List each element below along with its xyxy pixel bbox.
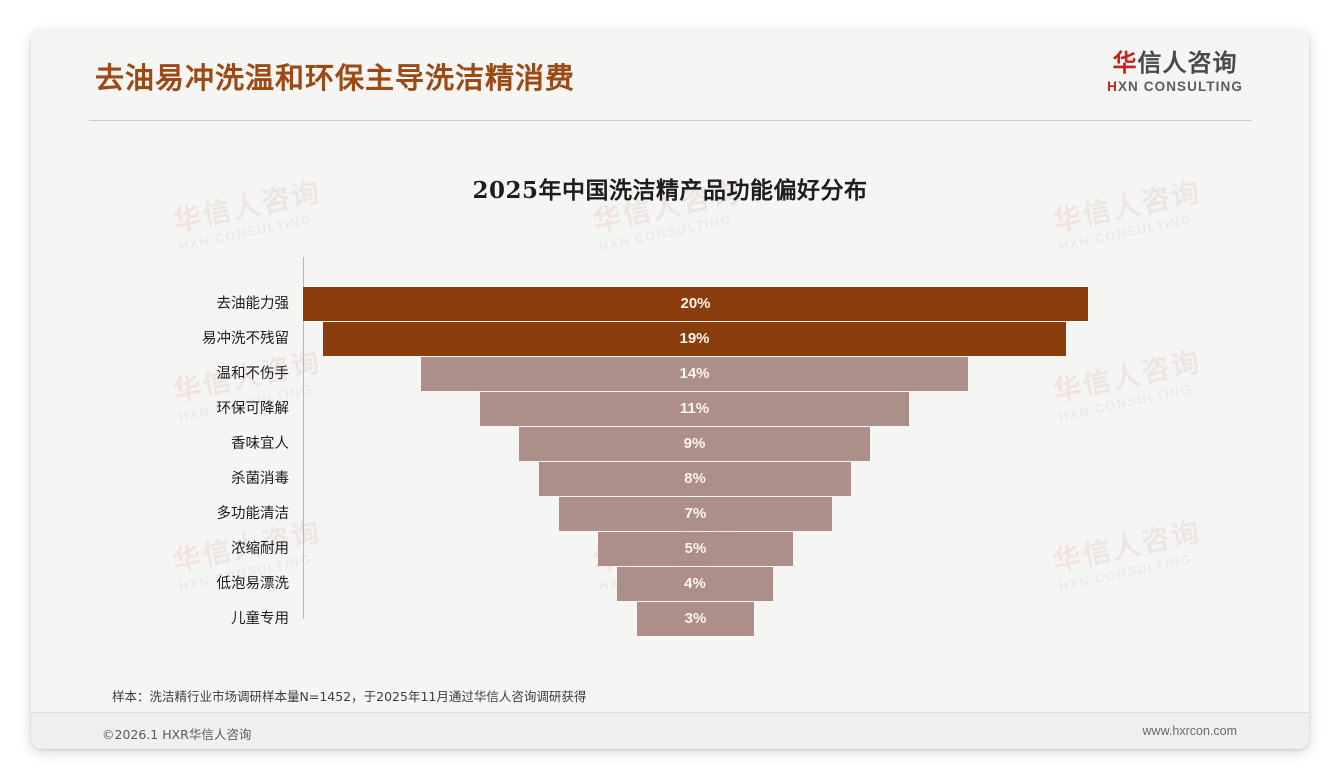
funnel-row: 去油能力强 20% xyxy=(31,287,1309,321)
copyright-text: ©2026.1 HXR华信人咨询 xyxy=(102,727,252,742)
funnel-chart: 去油能力强 20% 易冲洗不残留 19% 温和不伤手 14% 环保可降解 11% 香味宜人 9% 杀… xyxy=(31,31,1309,749)
category-label: 浓缩耐用 xyxy=(231,541,289,557)
funnel-row: 多功能清洁 7% xyxy=(31,497,1309,531)
funnel-bar[interactable]: 19% xyxy=(323,322,1066,356)
funnel-bar[interactable]: 8% xyxy=(539,462,851,496)
logo-chinese-text: 华信人咨询 xyxy=(1112,49,1238,77)
bar-value-label: 3% xyxy=(684,610,707,627)
funnel-row: 易冲洗不残留 19% xyxy=(31,322,1309,356)
logo-english-text: HXN CONSULTING xyxy=(1107,79,1243,94)
bar-value-label: 14% xyxy=(679,365,710,382)
funnel-row: 环保可降解 11% xyxy=(31,392,1309,426)
funnel-row: 浓缩耐用 5% xyxy=(31,532,1309,566)
slide-footer: ©2026.1 HXR华信人咨询 www.hxrcon.com xyxy=(31,713,1309,749)
funnel-bar[interactable]: 4% xyxy=(617,567,773,601)
bar-value-label: 20% xyxy=(680,295,711,312)
bar-value-label: 4% xyxy=(684,575,706,592)
category-label: 去油能力强 xyxy=(216,296,290,312)
funnel-row: 杀菌消毒 8% xyxy=(31,462,1309,496)
category-label: 低泡易漂洗 xyxy=(216,576,290,592)
category-label: 杀菌消毒 xyxy=(231,471,289,487)
bar-value-label: 8% xyxy=(684,470,706,487)
header-divider xyxy=(89,120,1251,121)
bar-value-label: 7% xyxy=(684,505,707,522)
bar-value-label: 19% xyxy=(679,330,710,347)
funnel-bar[interactable]: 9% xyxy=(519,427,870,461)
category-axis-line xyxy=(303,257,304,619)
page-title: 去油易冲洗温和环保主导洗洁精消费 xyxy=(95,61,576,95)
bar-value-label: 11% xyxy=(679,400,710,417)
funnel-bar[interactable]: 5% xyxy=(598,532,793,566)
category-label: 香味宜人 xyxy=(231,436,289,452)
funnel-bar[interactable]: 3% xyxy=(637,602,754,636)
category-label: 环保可降解 xyxy=(216,401,290,417)
funnel-row: 温和不伤手 14% xyxy=(31,357,1309,391)
funnel-row: 儿童专用 3% xyxy=(31,602,1309,636)
slide-header: 去油易冲洗温和环保主导洗洁精消费 华信人咨询 HXN CONSULTING xyxy=(31,31,1309,121)
funnel-bar[interactable]: 20% xyxy=(303,287,1088,321)
website-link[interactable]: www.hxrcon.com xyxy=(1142,724,1237,738)
funnel-row: 低泡易漂洗 4% xyxy=(31,567,1309,601)
funnel-bar[interactable]: 11% xyxy=(480,392,909,426)
source-note: 样本：洗洁精行业市场调研样本量N=1452，于2025年11月通过华信人咨询调研… xyxy=(112,689,587,704)
bar-value-label: 9% xyxy=(683,435,706,452)
category-label: 温和不伤手 xyxy=(216,366,290,382)
funnel-bar[interactable]: 7% xyxy=(559,497,832,531)
category-label: 多功能清洁 xyxy=(216,506,290,522)
category-label: 易冲洗不残留 xyxy=(202,331,289,347)
category-label: 儿童专用 xyxy=(231,611,289,627)
bar-value-label: 5% xyxy=(684,540,707,557)
chart-title: 2025年中国洗洁精产品功能偏好分布 xyxy=(472,177,868,204)
funnel-bar[interactable]: 14% xyxy=(421,357,968,391)
company-logo: 华信人咨询 HXN CONSULTING xyxy=(1107,51,1243,94)
slide-card: 华信人咨询 HXN CONSULTING 华信人咨询 HXN CONSULTIN… xyxy=(31,31,1309,749)
footer-divider xyxy=(31,712,1309,713)
funnel-row: 香味宜人 9% xyxy=(31,427,1309,461)
